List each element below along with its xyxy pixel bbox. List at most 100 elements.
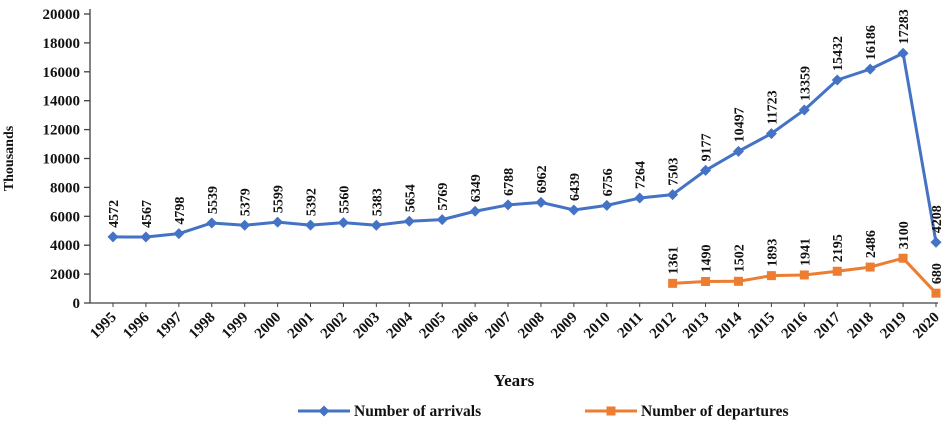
diamond-marker	[107, 231, 119, 243]
x-tick-label: 1995	[87, 310, 120, 343]
data-label: 16186	[864, 25, 879, 60]
data-label: 680	[930, 263, 945, 284]
x-tick-label: 1996	[120, 309, 153, 342]
diamond-marker	[667, 189, 679, 201]
x-axis: 1995 1996 1997 1998 1999 2000 2001 2002 2003 2004…	[87, 303, 943, 342]
data-label: 7503	[667, 158, 682, 186]
diamond-marker	[206, 217, 218, 229]
diamond-marker	[337, 217, 349, 229]
x-tick-label: 2009	[548, 310, 581, 343]
legend-square-marker	[606, 406, 616, 416]
square-marker	[931, 288, 941, 298]
legend-diamond-marker	[318, 405, 330, 417]
series-departures: 1361 1490 1502 1893 1941 2195 2486 3100 680	[667, 221, 945, 298]
diamond-marker	[700, 164, 712, 176]
square-marker	[701, 276, 711, 286]
data-label: 4208	[930, 205, 945, 233]
data-label: 2195	[831, 234, 846, 262]
legend-item-departures: Number of departures	[585, 403, 789, 420]
x-tick-label: 2012	[647, 310, 680, 343]
x-tick-label: 2000	[252, 310, 285, 343]
axes	[89, 9, 938, 304]
diamond-marker	[173, 228, 185, 240]
square-marker	[733, 276, 743, 286]
data-label: 7264	[634, 161, 649, 189]
y-tick-label: 20000	[43, 7, 81, 23]
y-tick-label: 4000	[50, 238, 80, 254]
diamond-marker	[370, 219, 382, 231]
data-label: 5539	[206, 186, 221, 214]
y-tick-label: 14000	[43, 94, 81, 110]
data-label: 9177	[700, 133, 715, 161]
data-label: 4567	[140, 200, 155, 228]
diamond-marker	[469, 205, 481, 217]
data-label: 5379	[239, 188, 254, 216]
data-label: 6962	[535, 165, 550, 193]
diamond-marker	[765, 128, 777, 140]
x-tick-label: 2014	[713, 309, 746, 342]
diamond-marker	[634, 192, 646, 204]
data-label: 2486	[864, 230, 879, 258]
y-axis-title: Thousands	[2, 125, 17, 191]
x-tick-label: 2020	[910, 310, 943, 343]
y-tick-label: 18000	[43, 36, 81, 52]
x-tick-label: 2013	[680, 310, 713, 343]
data-label: 17283	[897, 9, 912, 44]
legend-label: Number of arrivals	[354, 403, 481, 420]
x-tick-label: 2016	[779, 309, 812, 342]
data-label: 5654	[403, 184, 418, 212]
data-label: 1361	[667, 246, 682, 274]
x-tick-label: 1999	[219, 310, 252, 343]
diamond-marker	[930, 236, 942, 248]
square-marker	[766, 271, 776, 281]
legend-label: Number of departures	[641, 403, 789, 420]
data-label: 5769	[436, 183, 451, 211]
square-marker	[832, 266, 842, 276]
x-tick-label: 2003	[351, 310, 384, 343]
legend: Number of arrivals Number of departures	[298, 403, 789, 420]
diamond-marker	[798, 104, 810, 116]
data-label: 5392	[305, 188, 320, 216]
x-tick-label: 2017	[812, 309, 845, 342]
data-label: 1490	[700, 244, 715, 272]
x-tick-label: 2001	[285, 310, 318, 343]
series-arrivals: 4572 4567 4798 5539 5379 5599 5392 5560 5383 5654…	[107, 9, 945, 248]
legend-item-arrivals: Number of arrivals	[298, 403, 481, 420]
y-tick-label: 12000	[43, 123, 81, 139]
diamond-marker	[502, 199, 514, 211]
data-label: 1893	[765, 239, 780, 267]
diamond-marker	[436, 214, 448, 226]
diamond-marker	[272, 216, 284, 228]
diamond-marker	[897, 47, 909, 59]
y-tick-label: 6000	[50, 209, 80, 225]
series-line	[112, 51, 938, 243]
data-label: 13359	[798, 66, 813, 101]
diamond-marker	[864, 63, 876, 75]
x-tick-label: 2010	[581, 310, 614, 343]
x-tick-label: 2007	[482, 309, 515, 342]
data-label: 6756	[601, 168, 616, 196]
diamond-marker	[601, 199, 613, 211]
x-tick-label: 1998	[186, 310, 219, 343]
data-label: 1502	[732, 244, 747, 272]
x-tick-label: 2008	[515, 310, 548, 343]
square-marker	[668, 278, 678, 288]
x-tick-label: 2002	[318, 310, 351, 343]
square-marker	[865, 262, 875, 272]
x-tick-label: 2019	[877, 310, 910, 343]
diamond-marker	[831, 74, 843, 86]
data-label: 5599	[272, 185, 287, 213]
x-tick-label: 2005	[417, 310, 450, 343]
y-tick-label: 10000	[43, 152, 81, 168]
diamond-marker	[140, 231, 152, 243]
x-tick-label: 1997	[153, 309, 186, 342]
data-label: 6439	[568, 173, 583, 201]
y-tick-label: 2000	[50, 267, 80, 283]
x-tick-label: 2011	[615, 310, 647, 342]
data-label: 4572	[107, 200, 122, 228]
diamond-marker	[568, 204, 580, 216]
x-tick-label: 2006	[449, 309, 482, 342]
diamond-marker	[535, 196, 547, 208]
